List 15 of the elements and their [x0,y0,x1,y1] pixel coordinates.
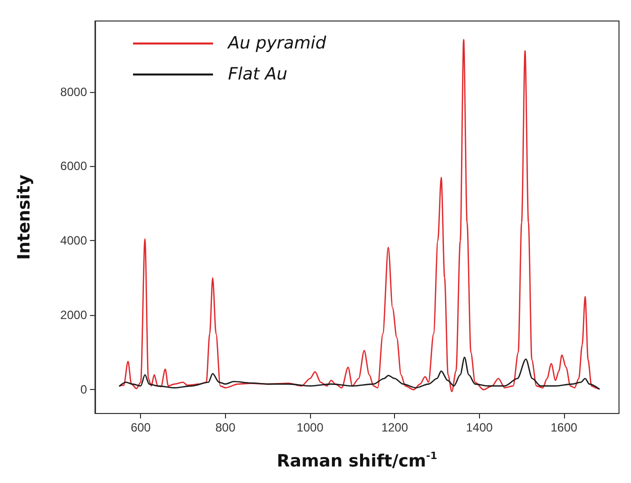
y-axis-title: Intensity [14,174,34,260]
x-tick-label: 1000 [296,420,324,434]
x-tick-label: 800 [215,420,236,434]
legend-label: Au pyramid [227,34,326,54]
x-tick-label: 600 [130,420,152,434]
y-tick-label: 0 [80,382,88,397]
y-tick-label: 8000 [60,84,88,99]
x-tick-label: 1600 [550,420,578,434]
y-tick-label: 4000 [60,234,88,248]
line-series [118,356,600,390]
x-tick-label: 1400 [466,420,493,434]
x-tick-label: 1200 [381,420,408,434]
legend-label: Flat Au [228,64,288,84]
y-tick-label: 2000 [60,308,88,322]
y-tick-label: 6000 [60,159,88,174]
